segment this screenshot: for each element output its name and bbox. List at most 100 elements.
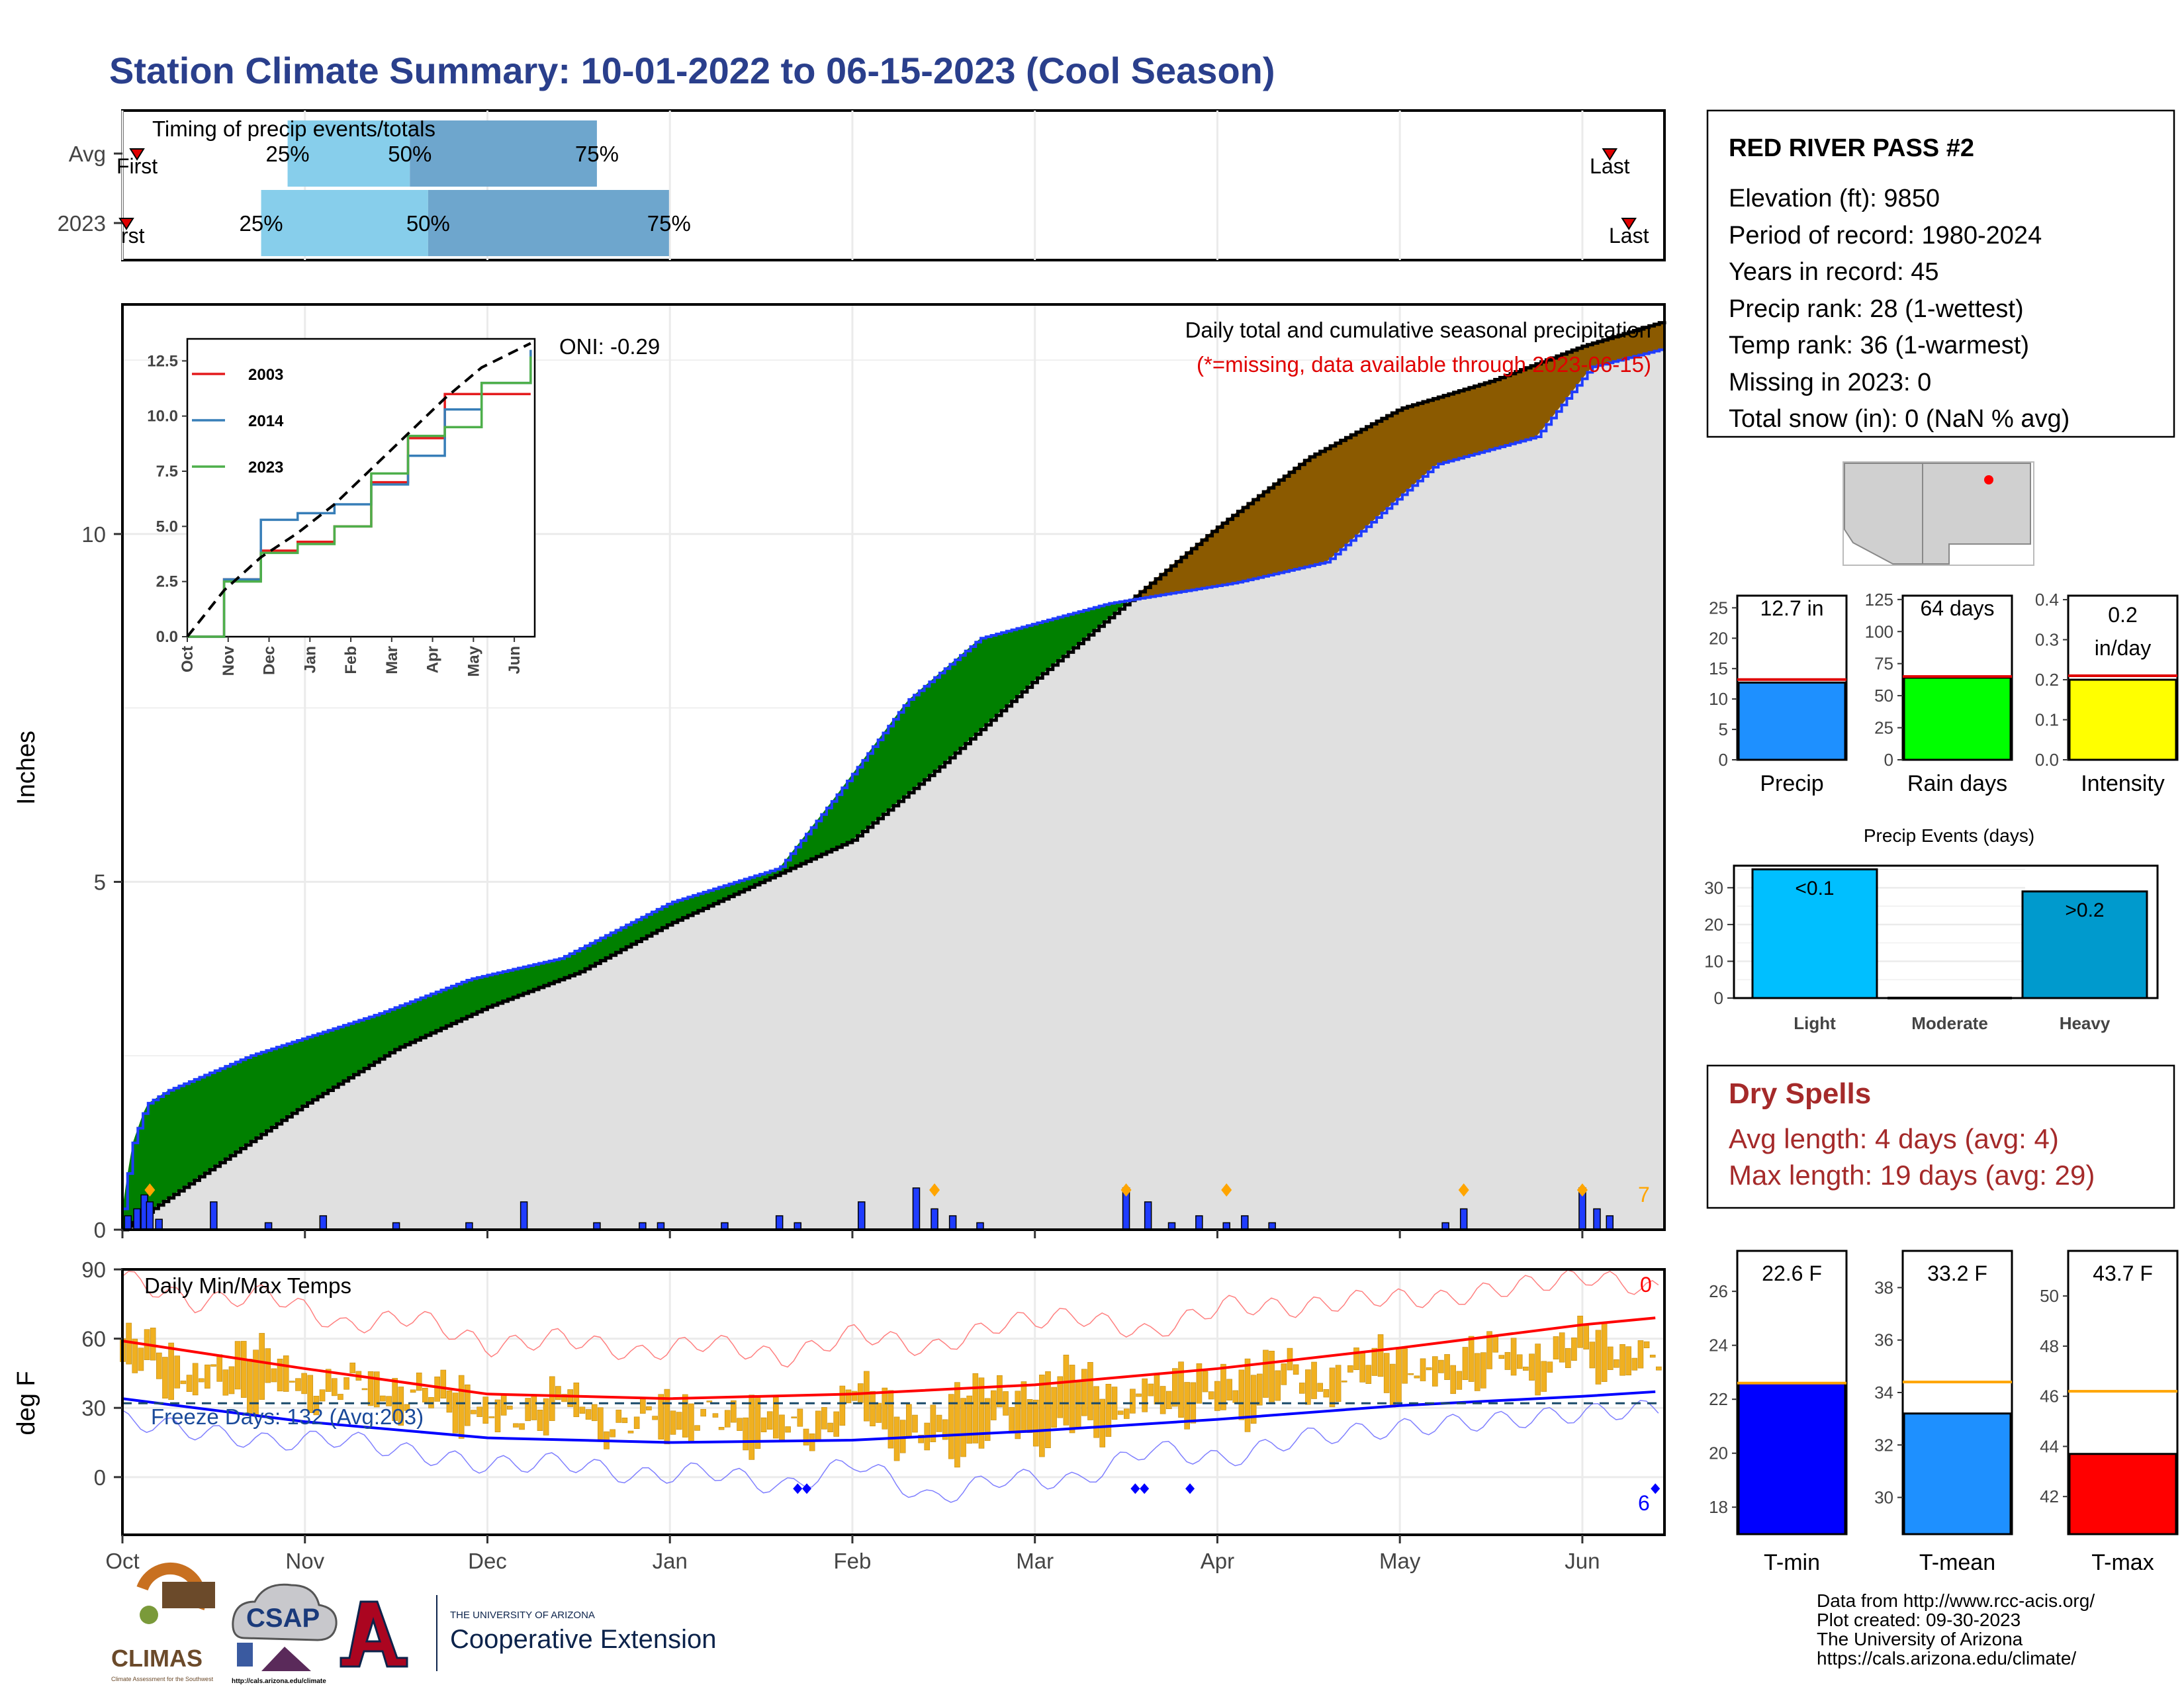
daily-temp-range-bar (676, 1412, 682, 1430)
daily-temp-range-bar (1051, 1387, 1057, 1428)
inset-x-tick-label: Apr (424, 646, 442, 673)
daily-temp-range-bar (1426, 1367, 1432, 1371)
daily-temp-range-bar (465, 1384, 471, 1426)
temp-summary-y-tick-label: 30 (1874, 1488, 1893, 1508)
last-event-marker (1621, 218, 1637, 230)
dry-spells-title: Dry Spells (1729, 1077, 1871, 1110)
daily-temp-range-bar (343, 1377, 349, 1390)
daily-temp-range-bar (1021, 1381, 1027, 1433)
daily-temp-range-bar (1371, 1348, 1378, 1376)
daily-temp-range-bar (1220, 1363, 1226, 1410)
daily-temp-range-bar (785, 1426, 791, 1433)
daily-temp-range-bar (760, 1417, 767, 1432)
daily-temp-range-bar (997, 1375, 1003, 1408)
month-tick-label: Mar (1016, 1549, 1054, 1573)
daily-temp-range-bar (627, 1430, 634, 1434)
daily-temp-range-bar (1656, 1366, 1662, 1371)
daily-temp-range-bar (458, 1375, 465, 1439)
daily-temp-range-bar (972, 1373, 979, 1443)
daily-precip-bar (155, 1218, 163, 1230)
daily-temp-range-bar (192, 1363, 199, 1396)
daily-temp-range-bar (1057, 1376, 1064, 1418)
daily-temp-range-bar (942, 1419, 948, 1440)
daily-temp-range-bar (1202, 1371, 1208, 1393)
daily-temp-range-bar (228, 1366, 235, 1394)
daily-record-marker (1458, 1183, 1469, 1197)
precip-base-area (122, 348, 1664, 1230)
daily-temp-range-bar (1365, 1365, 1372, 1384)
timing-quantile-label: 25% (240, 211, 283, 236)
rain-days-value-label: 64 days (1920, 596, 1994, 620)
temp-summary-y-tick-label: 34 (1874, 1383, 1893, 1402)
daily-temp-range-bar (1142, 1378, 1148, 1412)
avg-tmax-line (122, 1316, 1656, 1400)
daily-temp-range-bar (1353, 1348, 1359, 1370)
daily-temp-range-bar (1081, 1369, 1087, 1416)
daily-temp-range-bar (797, 1408, 803, 1427)
daily-temp-range-bar (640, 1397, 646, 1414)
daily-temp-range-bar (658, 1394, 664, 1440)
daily-temp-range-bar (918, 1434, 924, 1443)
credit-line-data: Data from http://www.rcc-acis.org/ (1817, 1590, 2095, 1611)
temp-summary-y-tick-label: 48 (2040, 1336, 2059, 1356)
daily-temp-range-bar (954, 1382, 960, 1468)
ua-logo-main: Cooperative Extension (450, 1625, 716, 1654)
inset-x-tick-label: Oct (179, 646, 197, 672)
precip-panel: 0 5 10 Inches Daily total and cumulative s… (13, 303, 1666, 1242)
daily-temp-range-bar (1214, 1381, 1220, 1411)
daily-temp-range-bar (821, 1407, 827, 1430)
daily-temp-range-bar (392, 1378, 398, 1421)
daily-temp-range-bar (1347, 1365, 1353, 1373)
daily-temp-range-bar (549, 1376, 555, 1421)
timing-quantile-label: 75% (575, 142, 619, 166)
station-line-temp-rank: Temp rank: 36 (1-warmest) (1729, 332, 2029, 359)
daily-temp-range-bar (1015, 1391, 1021, 1440)
daily-temp-range-bar (1614, 1359, 1619, 1368)
climas-logo-subtext: Climate Assessment for the Southwest (111, 1676, 214, 1682)
daily-temp-range-bar (289, 1381, 295, 1383)
daily-temp-range-bar (1317, 1383, 1323, 1392)
temp-y-tick-label: 60 (81, 1327, 106, 1351)
temp-y-tick-label: 30 (81, 1396, 106, 1420)
heavy-events-label: >0.2 (2065, 899, 2104, 921)
temp-summary-y-tick-label: 24 (1709, 1336, 1728, 1355)
daily-temp-range-bar (882, 1387, 888, 1430)
daily-temp-range-bar (313, 1396, 320, 1416)
daily-temp-range-bar (1408, 1373, 1414, 1375)
daily-temp-range-bar (1039, 1375, 1045, 1457)
month-tick-label: Nov (285, 1549, 324, 1573)
temp-y-tick-label: 0 (94, 1465, 106, 1490)
daily-temp-range-bar (531, 1394, 537, 1420)
daily-precip-bar (210, 1201, 218, 1230)
station-line-period: Period of record: 1980-2024 (1729, 222, 2042, 250)
daily-temp-range-bar (1069, 1365, 1075, 1434)
summary-y-tick-label: 125 (1865, 590, 1893, 610)
temp-summary-bar (2068, 1453, 2177, 1535)
precip-y-tick-label: 5 (94, 870, 106, 894)
daily-temp-range-bar (222, 1369, 229, 1396)
temp-summary-y-tick-label: 36 (1874, 1330, 1893, 1350)
summary-y-tick-label: 20 (1709, 628, 1728, 648)
temp-summary-y-tick-label: 32 (1874, 1435, 1893, 1455)
daily-temp-range-bar (1377, 1334, 1384, 1377)
daily-temp-range-bar (1257, 1373, 1263, 1406)
temp-bottom-count: 6 (1638, 1491, 1650, 1515)
summary-bar (2068, 678, 2177, 761)
daily-precip-bar (133, 1208, 141, 1230)
daily-temp-range-bar (1099, 1398, 1106, 1447)
daily-temp-range-bar (1160, 1386, 1166, 1414)
daily-temp-range-bar (543, 1398, 549, 1436)
daily-temp-range-bar (1148, 1383, 1154, 1396)
timing-quantile-label: 50% (388, 142, 432, 166)
daily-temp-range-bar (1172, 1368, 1178, 1407)
summary-y-tick-label: 25 (1709, 598, 1728, 617)
daily-record-marker (1221, 1183, 1232, 1197)
daily-temp-range-bar (1165, 1391, 1172, 1410)
daily-temp-range-bar (186, 1375, 193, 1392)
daily-temp-range-bar (1087, 1362, 1093, 1420)
observed-cumulative-line (122, 348, 1666, 1211)
daily-temp-range-bar (1178, 1361, 1184, 1418)
timing-quantile-label: 50% (406, 211, 450, 236)
daily-temp-range-bar (1480, 1352, 1486, 1389)
daily-temp-range-bar (966, 1395, 973, 1444)
